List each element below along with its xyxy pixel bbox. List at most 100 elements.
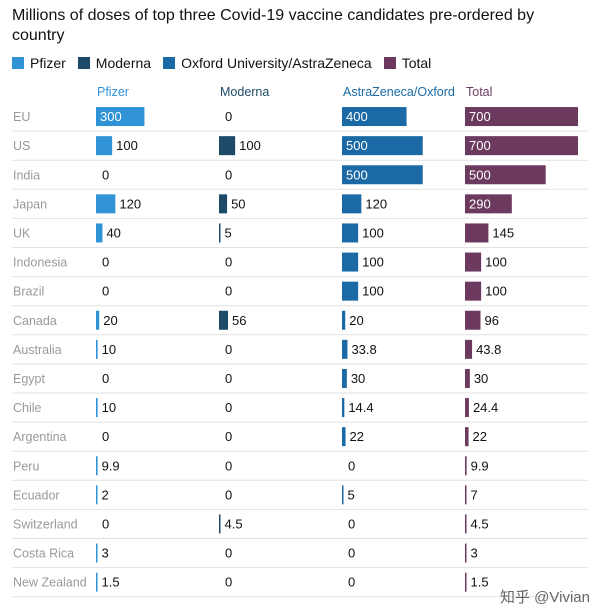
column-header-pfizer: Pfizer [97,85,129,99]
value-label-total-canada: 96 [484,313,498,328]
bar-moderna-canada [219,310,229,330]
bar-total-chile [465,398,469,418]
bar-pfizer-australia [96,339,98,359]
value-label-pfizer-argentina: 0 [102,429,109,444]
legend-label-pfizer: Pfizer [30,55,66,71]
value-label-astrazeneca-oxford-peru: 0 [348,458,355,473]
value-label-moderna-costa-rica: 0 [225,546,232,561]
value-label-total-chile: 24.4 [473,400,498,415]
bar-total-indonesia [465,252,482,272]
bar-total-new-zealand [465,572,467,592]
value-label-astrazeneca-oxford-uk: 100 [362,225,384,240]
legend-item-moderna: Moderna [77,55,152,71]
legend-swatch-moderna [77,57,90,69]
value-label-astrazeneca-oxford-chile: 14.4 [348,400,373,415]
value-label-total-eu: 700 [469,109,491,124]
value-label-astrazeneca-oxford-ecuador: 5 [348,487,355,502]
legend-swatch-pfizer [12,57,24,69]
bar-total-uk [465,223,489,243]
value-label-astrazeneca-oxford-argentina: 22 [350,429,364,444]
row-label-us: US [13,139,30,153]
legend-label-total: Total [401,55,432,71]
legend-swatch-total [383,57,396,69]
value-label-pfizer-egypt: 0 [102,371,109,386]
value-label-total-brazil: 100 [485,284,507,299]
value-label-pfizer-canada: 20 [103,313,117,328]
bar-astrazeneca-oxford-eu [342,107,407,127]
bar-pfizer-japan [96,194,116,214]
value-label-pfizer-uk: 40 [106,225,120,240]
bar-astrazeneca-oxford-us [342,136,423,156]
row-label-peru: Peru [13,459,39,473]
value-label-total-costa-rica: 3 [471,546,478,561]
bar-astrazeneca-oxford-egypt [342,368,347,388]
value-label-astrazeneca-oxford-egypt: 30 [351,371,365,386]
legend-label-moderna: Moderna [95,55,152,71]
chart-title: Millions of doses of top three Covid-19 … [12,7,535,44]
value-label-pfizer-brazil: 0 [102,284,109,299]
row-label-ecuador: Ecuador [13,488,60,502]
row-label-japan: Japan [13,197,47,211]
value-label-moderna-india: 0 [225,167,232,182]
value-label-moderna-egypt: 0 [225,371,232,386]
row-label-uk: UK [13,226,31,240]
value-label-moderna-ecuador: 0 [225,487,232,502]
row-label-switzerland: Switzerland [13,517,78,531]
value-label-moderna-canada: 56 [232,313,246,328]
value-label-total-argentina: 22 [473,429,487,444]
row-label-chile: Chile [13,401,42,415]
value-label-astrazeneca-oxford-costa-rica: 0 [348,546,355,561]
row-label-canada: Canada [13,314,57,328]
bar-total-canada [465,310,481,330]
row-label-india: India [13,168,40,182]
legend: Pfizer Moderna Oxford University/AstraZe… [12,54,443,72]
value-label-astrazeneca-oxford-switzerland: 0 [348,516,355,531]
bar-pfizer-costa-rica [96,543,98,563]
bar-pfizer-canada [96,310,100,330]
bar-astrazeneca-oxford-japan [342,194,362,214]
value-label-astrazeneca-oxford-new-zealand: 0 [348,575,355,590]
column-header-moderna: Moderna [220,85,269,99]
value-label-pfizer-peru: 9.9 [102,458,120,473]
bar-total-us [465,136,578,156]
legend-item-astrazeneca: Oxford University/AstraZeneca [163,55,372,71]
value-label-astrazeneca-oxford-australia: 33.8 [351,342,376,357]
bar-astrazeneca-oxford-chile [342,398,345,418]
column-header-total: Total [466,85,492,99]
value-label-pfizer-switzerland: 0 [102,516,109,531]
value-label-total-australia: 43.8 [476,342,501,357]
value-label-total-peru: 9.9 [471,458,489,473]
value-label-moderna-indonesia: 0 [225,255,232,270]
legend-label-astrazeneca: Oxford University/AstraZeneca [181,55,372,71]
value-label-astrazeneca-oxford-us: 500 [346,138,368,153]
value-label-pfizer-new-zealand: 1.5 [102,575,120,590]
value-label-moderna-uk: 5 [225,225,232,240]
value-label-moderna-switzerland: 4.5 [225,516,243,531]
bar-pfizer-uk [96,223,103,243]
bar-pfizer-eu [96,107,145,127]
value-label-total-new-zealand: 1.5 [471,575,489,590]
bar-moderna-switzerland [219,514,221,534]
bar-pfizer-us [96,136,113,156]
row-label-brazil: Brazil [13,285,44,299]
bar-total-japan [465,194,512,214]
bar-astrazeneca-oxford-indonesia [342,252,359,272]
bar-total-costa-rica [465,543,467,563]
bar-moderna-us [219,136,236,156]
bar-astrazeneca-oxford-uk [342,223,359,243]
value-label-pfizer-us: 100 [116,138,138,153]
value-label-astrazeneca-oxford-brazil: 100 [362,284,384,299]
bar-total-brazil [465,281,482,301]
value-label-total-india: 500 [469,167,491,182]
value-label-astrazeneca-oxford-indonesia: 100 [362,255,384,270]
value-label-pfizer-ecuador: 2 [102,487,109,502]
value-label-total-uk: 145 [492,225,514,240]
value-label-moderna-us: 100 [239,138,261,153]
value-label-moderna-brazil: 0 [225,284,232,299]
bar-total-argentina [465,427,469,447]
bar-total-eu [465,107,578,127]
row-label-eu: EU [13,110,30,124]
bar-astrazeneca-oxford-australia [342,339,348,359]
legend-item-total: Total [383,55,432,71]
